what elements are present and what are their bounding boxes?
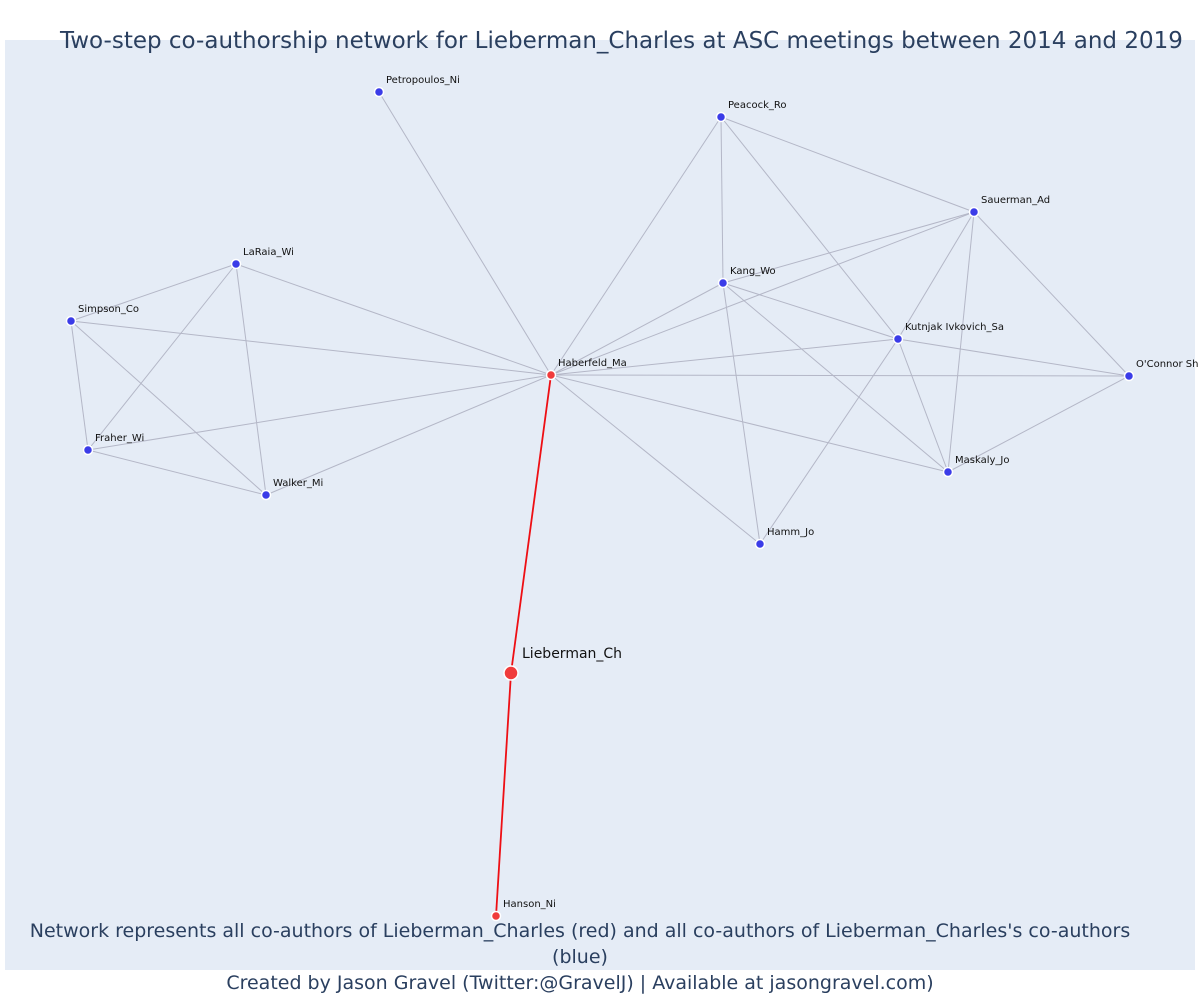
edge-Simpson_Co-Walker_Mi	[70, 320, 267, 496]
edge-Sauerman_Ad-Kutnjak_Ivkovich_Sa	[897, 211, 975, 340]
page-title: Two-step co-authorship network for Liebe…	[60, 28, 1183, 54]
nodes-layer: Lieberman_Ch Haberfeld_Ma Hanson_Ni Petropo…	[65, 75, 1199, 922]
edge-Sauerman_Ad-Maskaly_Jo	[947, 211, 975, 473]
node-marker[interactable]	[545, 369, 557, 381]
node-marker[interactable]	[715, 111, 727, 123]
node-Peacock_Ro[interactable]: Peacock_Ro	[715, 100, 787, 123]
edge-Peacock_Ro-Sauerman_Ad	[720, 116, 975, 213]
node-Kutnjak_Ivkovich_Sa[interactable]: Kutnjak Ivkovich_Sa	[892, 322, 1004, 345]
node-marker[interactable]	[503, 665, 519, 681]
edge-Lieberman_Ch-Hanson_Ni	[495, 672, 512, 917]
edge-Kang_Wo-Hamm_Jo	[722, 282, 761, 545]
edge-Haberfeld_Ma-LaRaia_Wi	[235, 263, 552, 376]
node-Sauerman_Ad[interactable]: Sauerman_Ad	[968, 195, 1051, 218]
node-Hamm_Jo[interactable]: Hamm_Jo	[754, 527, 815, 550]
node-label: O'Connor Sh	[1136, 359, 1199, 370]
edge-Peacock_Ro-Kutnjak_Ivkovich_Sa	[720, 116, 899, 340]
node-marker[interactable]	[968, 206, 980, 218]
node-Fraher_Wi[interactable]: Fraher_Wi	[82, 433, 145, 456]
node-marker[interactable]	[942, 466, 954, 478]
node-Walker_Mi[interactable]: Walker_Mi	[260, 478, 324, 501]
node-label: Kutnjak Ivkovich_Sa	[905, 322, 1004, 333]
node-Kang_Wo[interactable]: Kang_Wo	[717, 266, 776, 289]
node-label: Simpson_Co	[78, 304, 139, 315]
node-marker[interactable]	[490, 910, 502, 922]
node-Maskaly_Jo[interactable]: Maskaly_Jo	[942, 455, 1010, 478]
edge-Haberfeld_Ma-Sauerman_Ad	[550, 211, 975, 376]
node-label: Fraher_Wi	[95, 433, 144, 444]
edge-Haberfeld_Ma-Petropoulos_Ni	[378, 91, 552, 376]
edge-Haberfeld_Ma-Kutnjak_Ivkovich_Sa	[550, 338, 899, 376]
edge-Haberfeld_Ma-Hamm_Jo	[550, 374, 761, 545]
node-OConnor_Sh[interactable]: O'Connor Sh	[1123, 359, 1199, 382]
node-label: Hamm_Jo	[767, 527, 814, 538]
node-marker[interactable]	[892, 333, 904, 345]
edge-Haberfeld_Ma-Simpson_Co	[70, 320, 552, 376]
edge-Sauerman_Ad-Kang_Wo	[722, 211, 975, 284]
node-Petropoulos_Ni[interactable]: Petropoulos_Ni	[373, 75, 460, 98]
node-Lieberman_Ch[interactable]: Lieberman_Ch	[503, 646, 622, 681]
edge-LaRaia_Wi-Walker_Mi	[235, 263, 267, 496]
edge-Haberfeld_Ma-Fraher_Wi	[87, 374, 552, 451]
node-marker[interactable]	[82, 444, 94, 456]
edge-Kang_Wo-Kutnjak_Ivkovich_Sa	[722, 282, 899, 340]
caption-line-2: Created by Jason Gravel (Twitter:@Gravel…	[226, 972, 934, 994]
edge-Simpson_Co-Fraher_Wi	[70, 320, 89, 451]
node-marker[interactable]	[260, 489, 272, 501]
edge-OConnor_Sh-Maskaly_Jo	[947, 375, 1130, 473]
edge-Haberfeld_Ma-Kang_Wo	[550, 282, 724, 376]
edge-Lieberman_Ch-Haberfeld_Ma	[510, 374, 552, 674]
edge-Sauerman_Ad-OConnor_Sh	[973, 211, 1130, 377]
edge-Haberfeld_Ma-OConnor_Sh	[550, 374, 1130, 377]
node-label: Maskaly_Jo	[955, 455, 1009, 466]
node-marker[interactable]	[65, 315, 77, 327]
node-label: Petropoulos_Ni	[386, 75, 460, 86]
edge-Kutnjak_Ivkovich_Sa-OConnor_Sh	[897, 338, 1130, 377]
node-marker[interactable]	[230, 258, 242, 270]
node-label: Kang_Wo	[730, 266, 776, 277]
node-label: Hanson_Ni	[503, 899, 556, 910]
node-label: Peacock_Ro	[728, 100, 786, 111]
edge-Haberfeld_Ma-Walker_Mi	[265, 374, 552, 496]
node-Hanson_Ni[interactable]: Hanson_Ni	[490, 899, 556, 922]
node-marker[interactable]	[754, 538, 766, 550]
node-marker[interactable]	[1123, 370, 1135, 382]
node-label: Walker_Mi	[273, 478, 323, 489]
node-Simpson_Co[interactable]: Simpson_Co	[65, 304, 139, 327]
edge-Haberfeld_Ma-Peacock_Ro	[550, 116, 722, 376]
edge-Kang_Wo-Maskaly_Jo	[722, 282, 949, 473]
plot-area	[5, 40, 1195, 970]
caption-line-1: Network represents all co-authors of Lie…	[29, 920, 1131, 968]
node-label: Sauerman_Ad	[981, 195, 1050, 206]
edge-LaRaia_Wi-Simpson_Co	[70, 263, 237, 322]
edge-Kutnjak_Ivkovich_Sa-Maskaly_Jo	[897, 338, 949, 473]
edge-Haberfeld_Ma-Maskaly_Jo	[550, 374, 949, 473]
edge-LaRaia_Wi-Fraher_Wi	[87, 263, 237, 451]
node-Haberfeld_Ma[interactable]: Haberfeld_Ma	[545, 358, 627, 381]
node-label: Lieberman_Ch	[522, 646, 622, 662]
node-label: Haberfeld_Ma	[558, 358, 627, 369]
caption: Network represents all co-authors of Lie…	[0, 918, 1160, 996]
edge-Peacock_Ro-Kang_Wo	[720, 116, 724, 284]
edge-Kutnjak_Ivkovich_Sa-Hamm_Jo	[759, 338, 899, 545]
edges-layer	[70, 91, 1130, 917]
node-label: LaRaia_Wi	[243, 247, 294, 258]
edge-Fraher_Wi-Walker_Mi	[87, 449, 267, 496]
node-marker[interactable]	[373, 86, 385, 98]
node-LaRaia_Wi[interactable]: LaRaia_Wi	[230, 247, 294, 270]
node-marker[interactable]	[717, 277, 729, 289]
